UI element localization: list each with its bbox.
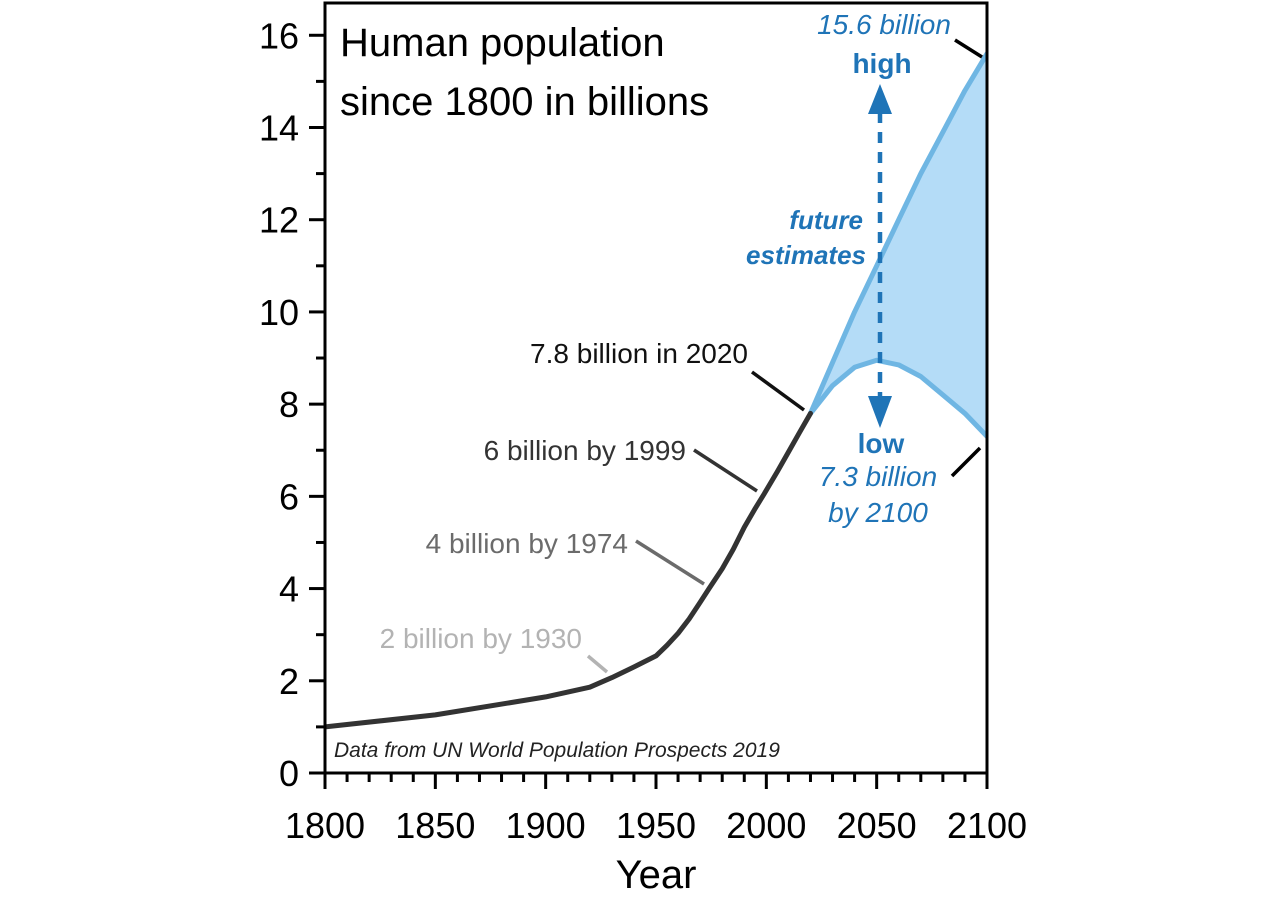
annotation-4-billion: 4 billion by 1974 [426,528,628,559]
historical-line [325,410,813,730]
leader-7-8-billion [750,370,806,412]
y-tick-labels: 0 2 4 6 8 10 12 14 16 [259,15,299,794]
annotation-2-billion: 2 billion by 1930 [380,623,582,654]
annotation-7-8-billion: 7.8 billion in 2020 [530,338,748,369]
y-tick-label: 8 [279,384,299,425]
x-tick-label: 1800 [285,805,365,846]
x-tick-label: 2100 [947,805,1027,846]
annotation-low-value: 7.3 billion [819,461,937,492]
annotation-estimates: estimates [746,240,866,270]
annotation-high-label: high [852,48,911,79]
x-tick-label: 1900 [506,805,586,846]
x-axis-label: Year [616,853,697,897]
leader-high [954,38,983,59]
y-tick-label: 4 [279,569,299,610]
annotation-low-year: by 2100 [828,497,928,528]
x-tick-labels: 1800 1850 1900 1950 2000 2050 2100 [285,805,1027,846]
y-tick-label: 0 [279,753,299,794]
leader-4-billion [635,539,705,586]
x-tick-label: 2050 [837,805,917,846]
annotation-low-label: low [858,428,905,459]
leader-2-billion [586,654,609,674]
source-note: Data from UN World Population Prospects … [334,739,780,762]
arrow-down-icon [868,396,892,428]
projection-high-line [808,51,987,416]
projection-low-line [808,357,987,439]
x-tick-label: 2000 [726,805,806,846]
chart-title-line-2: since 1800 in billions [340,80,709,124]
leader-low [950,446,982,478]
y-tick-label: 2 [279,661,299,702]
y-tick-label: 10 [259,292,299,333]
chart-title-line-1: Human population [340,21,665,65]
y-tick-label: 12 [259,200,299,241]
arrow-up-icon [868,84,892,114]
annotation-future: future [789,205,863,235]
x-tick-label: 1950 [616,805,696,846]
axis-ticks [309,33,989,789]
projection-band [810,53,987,437]
y-tick-label: 6 [279,476,299,517]
annotation-6-billion: 6 billion by 1999 [484,435,686,466]
x-tick-label: 1850 [395,805,475,846]
y-tick-label: 14 [259,107,299,148]
leader-6-billion [693,448,758,493]
annotation-high-value: 15.6 billion [817,9,951,40]
y-tick-label: 16 [259,15,299,56]
